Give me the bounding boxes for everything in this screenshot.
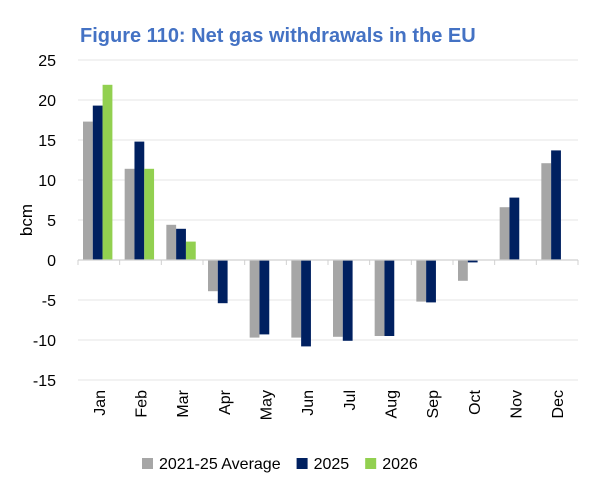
bar-2025-mar bbox=[176, 228, 186, 260]
x-tick-label: Jun bbox=[300, 390, 317, 416]
bar-2021-25-average-jan bbox=[83, 121, 93, 260]
bar-2021-25-average-dec bbox=[541, 163, 552, 260]
legend-swatch bbox=[296, 458, 308, 469]
bar-2026-mar bbox=[185, 241, 196, 260]
bar-2025-aug bbox=[384, 260, 395, 336]
legend-label: 2021-25 Average bbox=[159, 456, 281, 473]
legend-swatch bbox=[365, 458, 377, 469]
bar-2025-dec bbox=[551, 150, 561, 260]
x-tick-label: Jul bbox=[342, 390, 359, 410]
y-axis-label: bcm bbox=[17, 204, 36, 236]
bar-2025-may bbox=[259, 260, 270, 335]
x-tick-label: Aug bbox=[384, 390, 401, 418]
legend-swatch bbox=[142, 458, 153, 469]
bar-2021-25-average-may bbox=[249, 260, 260, 338]
x-tick-label: Oct bbox=[467, 389, 484, 414]
bar-2026-feb bbox=[144, 168, 155, 260]
y-tick-label: 5 bbox=[47, 213, 56, 230]
bar-2025-jan bbox=[92, 105, 103, 260]
bar-2021-25-average-sep bbox=[416, 260, 427, 302]
y-tick-label: 20 bbox=[38, 93, 56, 110]
x-tick-label: Sep bbox=[425, 390, 442, 419]
bar-2026-jan bbox=[102, 84, 113, 260]
x-tick-label: May bbox=[259, 390, 276, 420]
y-tick-label: -10 bbox=[33, 333, 56, 350]
bar-2025-jul bbox=[342, 260, 353, 341]
legend-label: 2026 bbox=[382, 456, 418, 473]
bar-2025-sep bbox=[426, 260, 436, 303]
bar-2021-25-average-jun bbox=[291, 260, 302, 338]
bar-2025-apr bbox=[217, 260, 228, 304]
bar-2021-25-average-oct bbox=[458, 260, 468, 281]
bar-2021-25-average-aug bbox=[374, 260, 385, 336]
x-tick-label: Nov bbox=[509, 390, 526, 418]
bar-2021-25-average-feb bbox=[124, 168, 135, 260]
x-tick-label: Dec bbox=[550, 390, 567, 418]
bar-2021-25-average-jul bbox=[333, 260, 343, 337]
x-tick-label: Jan bbox=[92, 390, 109, 416]
y-tick-label: 10 bbox=[38, 173, 56, 190]
y-tick-label: -5 bbox=[42, 293, 56, 310]
x-tick-label: Apr bbox=[217, 389, 234, 415]
legend-label: 2025 bbox=[314, 456, 350, 473]
y-tick-label: 25 bbox=[38, 53, 56, 70]
bar-2021-25-average-nov bbox=[499, 207, 510, 260]
y-tick-label: 15 bbox=[38, 133, 56, 150]
bar-2025-nov bbox=[509, 197, 520, 260]
x-tick-label: Mar bbox=[175, 389, 192, 417]
chart-title: Figure 110: Net gas withdrawals in the E… bbox=[80, 25, 476, 47]
bar-2025-jun bbox=[301, 260, 311, 347]
x-tick-label: Feb bbox=[134, 390, 151, 418]
bar-2025-feb bbox=[134, 141, 145, 260]
y-tick-label: -15 bbox=[33, 373, 56, 390]
y-tick-label: 0 bbox=[47, 253, 56, 270]
bar-2021-25-average-mar bbox=[166, 224, 177, 260]
bar-2021-25-average-apr bbox=[208, 260, 218, 292]
bar-2025-oct bbox=[467, 260, 478, 263]
